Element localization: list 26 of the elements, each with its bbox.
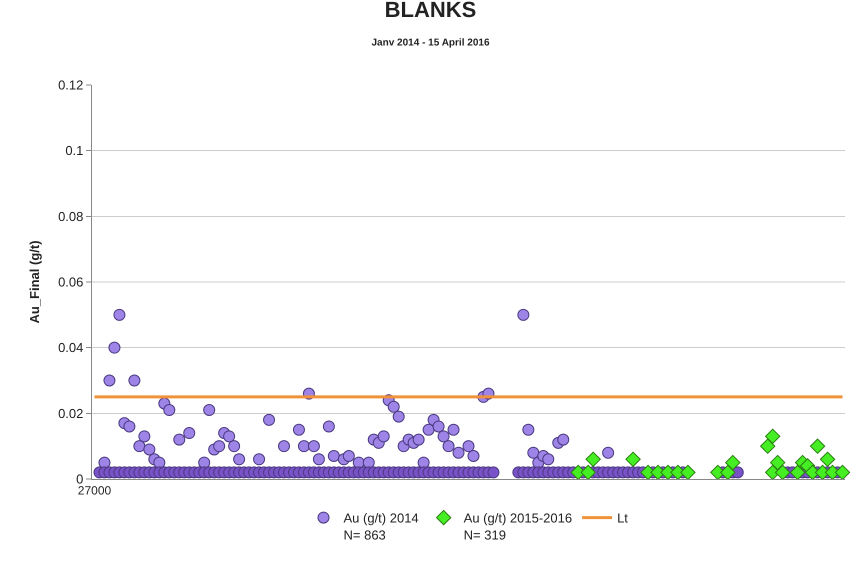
y-tick-label: 0.08 — [58, 208, 84, 224]
y-tick-label: 0.02 — [58, 406, 84, 421]
y-tick-label: 0.04 — [58, 340, 84, 356]
chart-subtitle: Janv 2014 - 15 April 2016 — [371, 38, 490, 49]
point — [580, 464, 596, 480]
point — [725, 454, 740, 470]
legend-label: Au (g/t) 2014 N= 863 — [344, 510, 419, 543]
point — [586, 452, 601, 467]
point — [765, 428, 780, 444]
point — [720, 464, 736, 480]
y-tick-label: 0.06 — [58, 274, 84, 290]
point — [834, 464, 850, 480]
legend-label: Au (g/t) 2015-2016 N= 319 — [464, 510, 572, 543]
point — [770, 454, 786, 470]
legend-label: Lt — [617, 510, 628, 526]
point — [625, 452, 641, 467]
point — [760, 438, 776, 454]
point — [680, 464, 696, 480]
point — [820, 452, 836, 467]
y-axis-title: Au_Final (g/t) — [27, 240, 42, 324]
point — [790, 464, 806, 480]
y-tick-label: 0.12 — [58, 78, 84, 93]
chart-title: BLANKS — [384, 0, 476, 22]
point — [775, 464, 790, 480]
y-tick-label: 0.1 — [65, 143, 84, 158]
point — [810, 438, 826, 454]
